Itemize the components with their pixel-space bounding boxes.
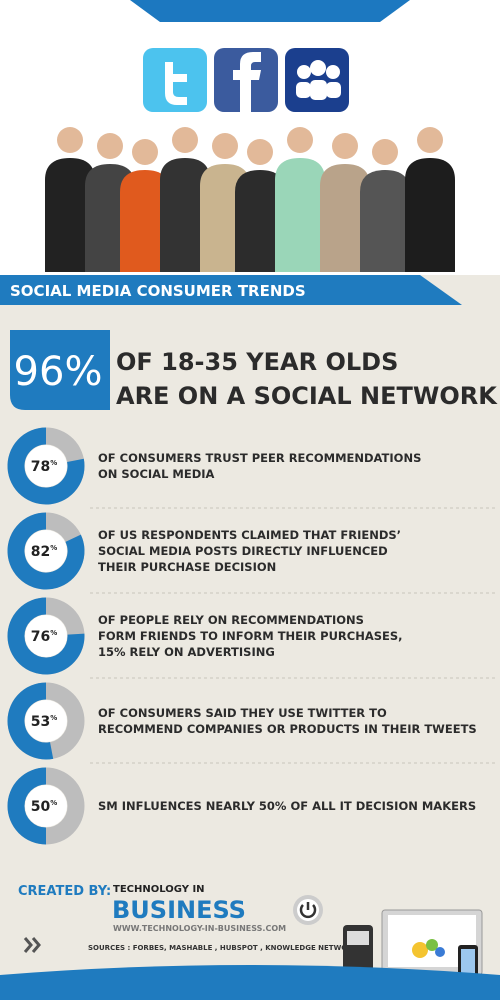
stat-text: FORM FRIENDS TO INFORM THEIR PURCHASES, bbox=[98, 629, 403, 643]
stat-value: 53% bbox=[31, 714, 58, 730]
person-head bbox=[57, 127, 83, 153]
donut-hole bbox=[25, 530, 67, 572]
headline-line: OF 18-35 YEAR OLDS bbox=[116, 348, 398, 376]
person-head bbox=[132, 139, 158, 165]
donut-hole bbox=[25, 445, 67, 487]
donut-arc bbox=[7, 682, 54, 760]
person-head bbox=[172, 127, 198, 153]
person-body bbox=[360, 170, 410, 272]
donut-arc bbox=[7, 597, 85, 675]
stat-value: 78% bbox=[31, 459, 58, 475]
banner-title: SOCIAL MEDIA CONSUMER TRENDS bbox=[10, 282, 306, 300]
person-body bbox=[120, 170, 170, 272]
chevrons bbox=[23, 937, 41, 953]
brand-top: TECHNOLOGY IN bbox=[113, 884, 205, 895]
stat-unit: % bbox=[50, 799, 57, 807]
stat-text: OF PEOPLE RELY ON RECOMMENDATIONS bbox=[98, 613, 364, 627]
person-head bbox=[287, 127, 313, 153]
person-body bbox=[45, 158, 95, 272]
stat-text: SOCIAL MEDIA POSTS DIRECTLY INFLUENCED bbox=[98, 544, 388, 558]
social-icons bbox=[143, 48, 349, 112]
person-body bbox=[275, 158, 325, 272]
stat-number: 53 bbox=[31, 714, 50, 730]
sources: SOURCES : FORBES, MASHABLE , HUBSPOT , K… bbox=[88, 944, 363, 952]
devices bbox=[343, 909, 483, 980]
person-body bbox=[405, 158, 455, 272]
person-body bbox=[160, 158, 210, 272]
brand: BUSINESS bbox=[112, 896, 246, 924]
person-head bbox=[247, 139, 273, 165]
stat-unit: % bbox=[50, 544, 57, 552]
person-head bbox=[332, 133, 358, 159]
stat-number: 78 bbox=[31, 459, 50, 475]
bottom-wave bbox=[0, 965, 500, 1000]
donut-hole bbox=[25, 615, 67, 657]
stat-number: 76 bbox=[31, 629, 50, 645]
brand-url: WWW.TECHNOLOGY-IN-BUSINESS.COM bbox=[113, 924, 286, 933]
stats: 78% OF CONSUMERS TRUST PEER RECOMMENDATIO… bbox=[7, 427, 495, 845]
stat-number: 50 bbox=[31, 799, 51, 815]
created-by: CREATED BY: bbox=[18, 884, 111, 899]
stat-value: 50% bbox=[31, 799, 58, 815]
person-head bbox=[97, 133, 123, 159]
stat-text: THEIR PURCHASE DECISION bbox=[98, 560, 276, 574]
banner bbox=[0, 275, 462, 305]
stat-text: SM INFLUENCES NEARLY 50% OF ALL IT DECIS… bbox=[98, 799, 476, 813]
donut-hole bbox=[25, 700, 67, 742]
headline-value: 96% bbox=[14, 349, 103, 395]
stat-text: RECOMMEND COMPANIES OR PRODUCTS IN THEIR… bbox=[98, 722, 477, 736]
power-icon bbox=[293, 895, 323, 925]
headline-badge bbox=[10, 330, 110, 410]
person-head bbox=[372, 139, 398, 165]
stat-unit: % bbox=[50, 714, 57, 722]
person-head bbox=[212, 133, 238, 159]
stat-text: OF CONSUMERS SAID THEY USE TWITTER TO bbox=[98, 706, 387, 720]
donut-hole bbox=[25, 785, 67, 827]
donut-arc bbox=[7, 512, 85, 590]
person-body bbox=[320, 164, 370, 272]
donut-arc bbox=[7, 427, 85, 505]
stat-unit: % bbox=[50, 629, 57, 637]
people-photo bbox=[45, 127, 455, 272]
stat-unit: % bbox=[50, 459, 57, 467]
stat-value: 76% bbox=[31, 629, 58, 645]
person-body bbox=[235, 170, 285, 272]
top-ribbon bbox=[130, 0, 410, 22]
stat-text: ON SOCIAL MEDIA bbox=[98, 467, 215, 481]
donut-arc bbox=[7, 767, 47, 845]
headline-line: ARE ON A SOCIAL NETWORK bbox=[116, 382, 498, 410]
stat-value: 82% bbox=[31, 544, 58, 560]
person-head bbox=[417, 127, 443, 153]
stat-text: OF CONSUMERS TRUST PEER RECOMMENDATIONS bbox=[98, 451, 421, 465]
stat-text: OF US RESPONDENTS CLAIMED THAT FRIENDS’ bbox=[98, 528, 401, 542]
stat-text: 15% RELY ON ADVERTISING bbox=[98, 645, 275, 659]
stat-number: 82 bbox=[31, 544, 50, 560]
